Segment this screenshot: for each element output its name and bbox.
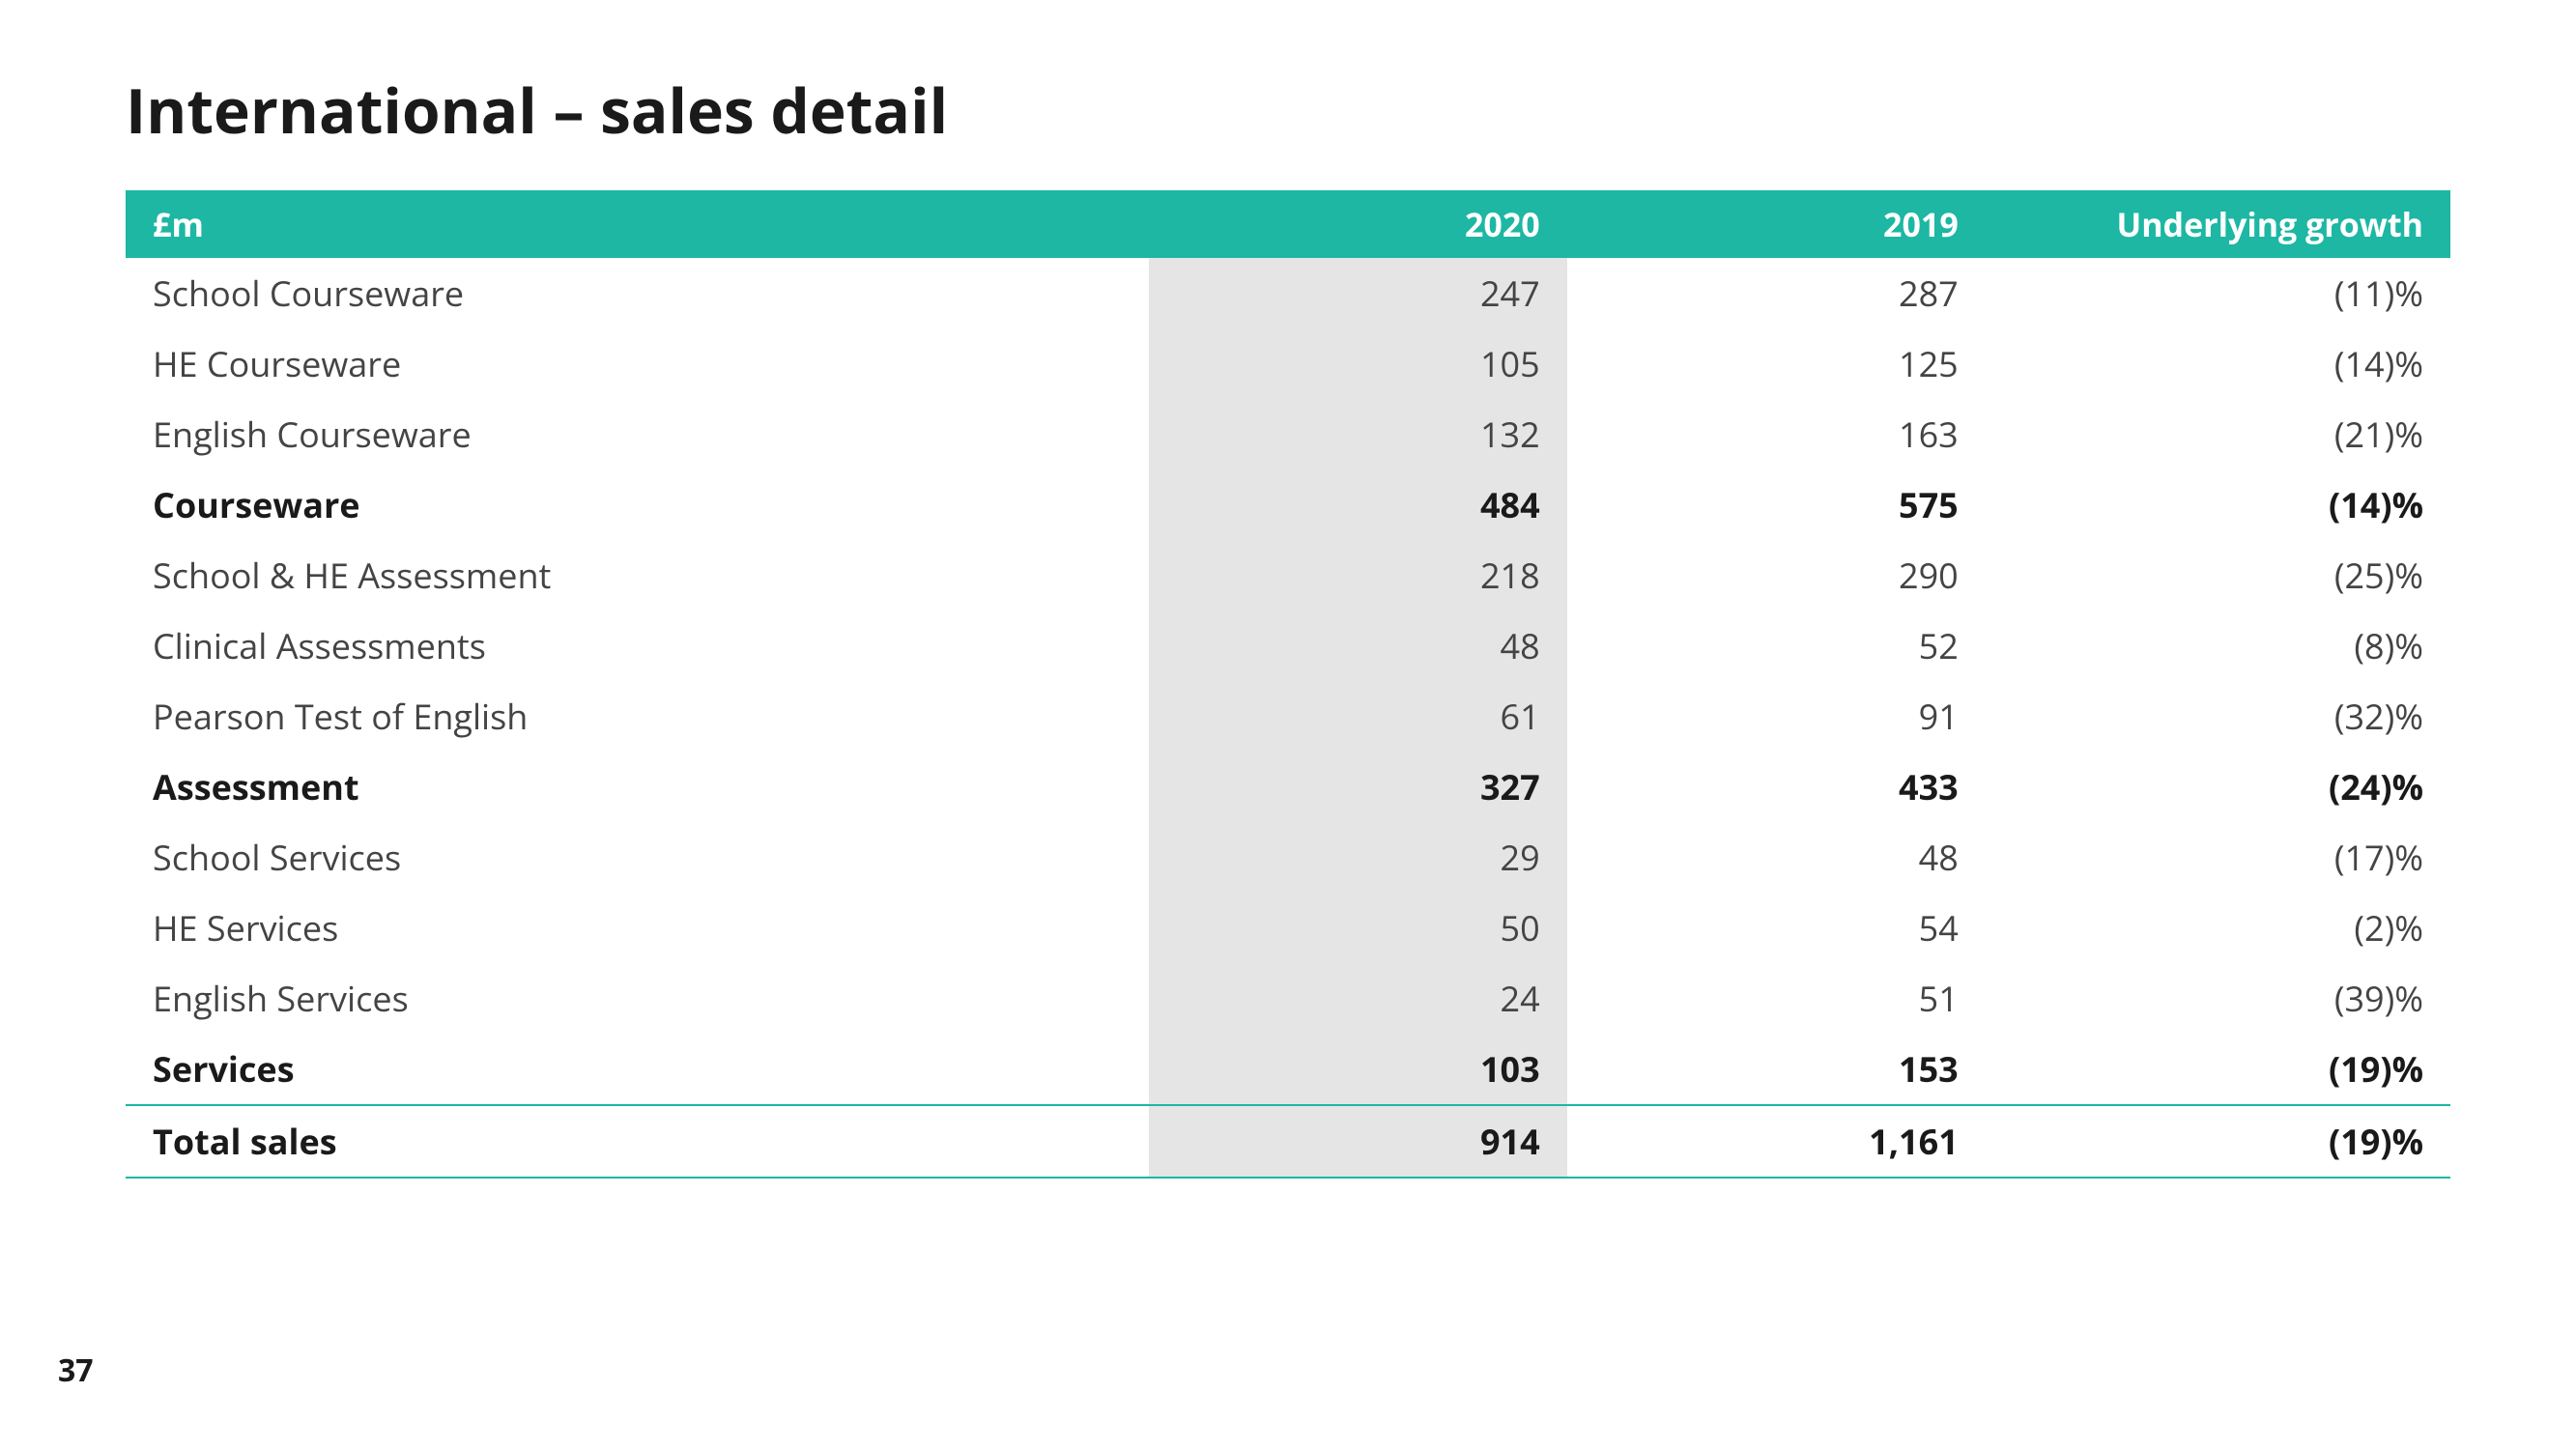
row-value: 163 — [1567, 399, 1986, 469]
row-value: 153 — [1567, 1034, 1986, 1105]
row-label: English Services — [126, 963, 1149, 1034]
col-header-2020: 2020 — [1149, 190, 1567, 258]
table-row: Services103153(19)% — [126, 1034, 2450, 1105]
row-label: English Courseware — [126, 399, 1149, 469]
row-label: School & HE Assessment — [126, 540, 1149, 611]
row-value: (24)% — [1986, 752, 2450, 822]
col-header-growth: Underlying growth — [1986, 190, 2450, 258]
table-row: Total sales9141,161(19)% — [126, 1105, 2450, 1178]
table-row: Clinical Assessments4852(8)% — [126, 611, 2450, 681]
row-value: 484 — [1149, 469, 1567, 540]
sales-table: £m 2020 2019 Underlying growth School Co… — [126, 190, 2450, 1179]
row-value: 218 — [1149, 540, 1567, 611]
row-value: 24 — [1149, 963, 1567, 1034]
row-label: HE Services — [126, 893, 1149, 963]
table-row: HE Services5054(2)% — [126, 893, 2450, 963]
row-value: (19)% — [1986, 1105, 2450, 1178]
row-value: 1,161 — [1567, 1105, 1986, 1178]
row-value: (25)% — [1986, 540, 2450, 611]
row-label: Assessment — [126, 752, 1149, 822]
row-label: HE Courseware — [126, 328, 1149, 399]
table-row: English Courseware132163(21)% — [126, 399, 2450, 469]
row-value: 61 — [1149, 681, 1567, 752]
row-value: (8)% — [1986, 611, 2450, 681]
row-value: 327 — [1149, 752, 1567, 822]
row-value: 50 — [1149, 893, 1567, 963]
row-value: 29 — [1149, 822, 1567, 893]
row-value: 51 — [1567, 963, 1986, 1034]
row-value: 290 — [1567, 540, 1986, 611]
row-value: 914 — [1149, 1105, 1567, 1178]
table-row: School & HE Assessment218290(25)% — [126, 540, 2450, 611]
row-value: (11)% — [1986, 258, 2450, 328]
row-value: 54 — [1567, 893, 1986, 963]
row-label: School Services — [126, 822, 1149, 893]
table-row: Assessment327433(24)% — [126, 752, 2450, 822]
row-value: 48 — [1567, 822, 1986, 893]
row-label: Courseware — [126, 469, 1149, 540]
row-value: 575 — [1567, 469, 1986, 540]
row-value: 103 — [1149, 1034, 1567, 1105]
row-value: 105 — [1149, 328, 1567, 399]
table-row: School Services2948(17)% — [126, 822, 2450, 893]
row-value: 91 — [1567, 681, 1986, 752]
row-label: School Courseware — [126, 258, 1149, 328]
row-value: (14)% — [1986, 328, 2450, 399]
row-value: 287 — [1567, 258, 1986, 328]
col-header-2019: 2019 — [1567, 190, 1986, 258]
row-value: (2)% — [1986, 893, 2450, 963]
table-row: School Courseware247287(11)% — [126, 258, 2450, 328]
row-value: 433 — [1567, 752, 1986, 822]
table-row: English Services2451(39)% — [126, 963, 2450, 1034]
col-header-label: £m — [126, 190, 1149, 258]
page-title: International – sales detail — [126, 68, 2450, 152]
row-value: (14)% — [1986, 469, 2450, 540]
row-value: (19)% — [1986, 1034, 2450, 1105]
row-value: 132 — [1149, 399, 1567, 469]
row-label: Services — [126, 1034, 1149, 1105]
table-row: Pearson Test of English6191(32)% — [126, 681, 2450, 752]
row-value: 48 — [1149, 611, 1567, 681]
row-value: 125 — [1567, 328, 1986, 399]
row-value: 247 — [1149, 258, 1567, 328]
page-number: 37 — [58, 1350, 94, 1391]
row-label: Pearson Test of English — [126, 681, 1149, 752]
row-value: (39)% — [1986, 963, 2450, 1034]
table-row: Courseware484575(14)% — [126, 469, 2450, 540]
row-value: 52 — [1567, 611, 1986, 681]
row-value: (21)% — [1986, 399, 2450, 469]
row-label: Clinical Assessments — [126, 611, 1149, 681]
row-label: Total sales — [126, 1105, 1149, 1178]
table-header-row: £m 2020 2019 Underlying growth — [126, 190, 2450, 258]
table-body: School Courseware247287(11)%HE Coursewar… — [126, 258, 2450, 1178]
row-value: (32)% — [1986, 681, 2450, 752]
row-value: (17)% — [1986, 822, 2450, 893]
table-row: HE Courseware105125(14)% — [126, 328, 2450, 399]
